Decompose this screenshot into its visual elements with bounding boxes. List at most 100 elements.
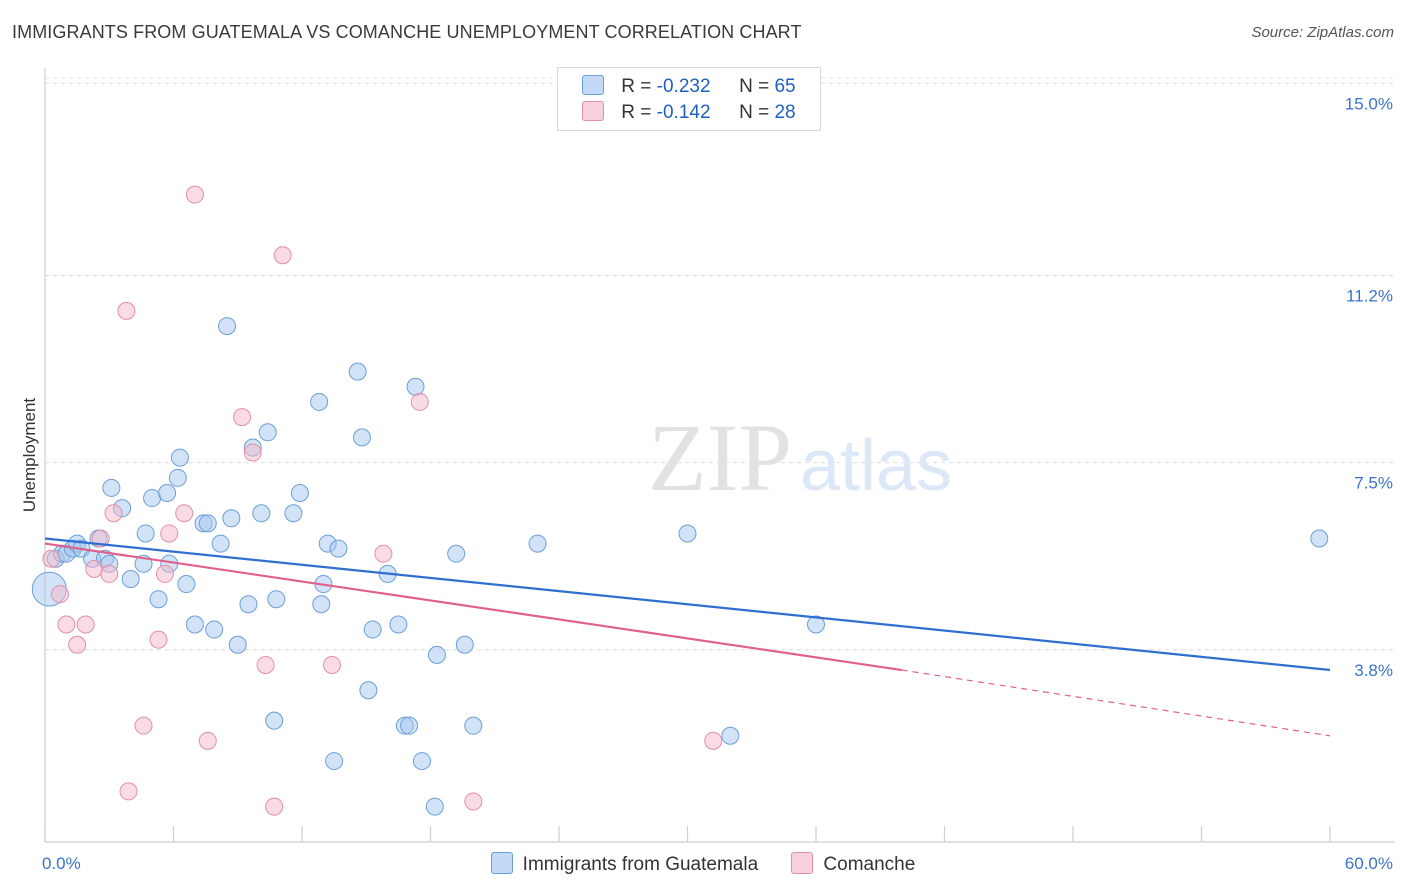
data-point: [134, 716, 153, 735]
data-point: [273, 246, 292, 265]
x-tick-label: 60.0%: [1345, 854, 1393, 873]
data-point: [185, 615, 204, 634]
data-point: [363, 620, 382, 639]
data-point: [312, 595, 331, 614]
data-point: [400, 716, 419, 735]
data-point: [290, 483, 309, 502]
data-point: [352, 428, 371, 447]
r-value: -0.142: [656, 102, 711, 123]
data-point: [374, 544, 393, 563]
data-point: [412, 752, 431, 771]
data-point: [170, 448, 189, 467]
data-point: [50, 585, 69, 604]
series-legend: Immigrants from Guatemala Comanche: [0, 852, 1406, 876]
data-point: [168, 468, 187, 487]
data-point: [198, 731, 217, 750]
legend-swatch-comanche: [582, 101, 604, 121]
data-point: [205, 620, 224, 639]
chart-title: IMMIGRANTS FROM GUATEMALA VS COMANCHE UN…: [12, 22, 802, 42]
trend-line: [44, 542, 902, 672]
data-point: [211, 534, 230, 553]
data-point: [455, 635, 474, 654]
y-tick-label: 11.2%: [1346, 286, 1393, 305]
data-points: [31, 185, 1329, 816]
data-point: [389, 615, 408, 634]
data-point: [528, 534, 547, 553]
stats-legend: R = -0.232 N = 65 R = -0.142 N = 28: [557, 67, 821, 131]
stats-row-guatemala: R = -0.232 N = 65: [582, 75, 796, 101]
series-guatemala: [31, 317, 1329, 816]
data-point: [239, 595, 258, 614]
x-tick-label: 0.0%: [42, 854, 81, 873]
data-point: [406, 377, 425, 396]
data-point: [185, 185, 204, 204]
data-point: [243, 443, 262, 462]
data-point: [117, 301, 136, 320]
legend-label-guatemala: Immigrants from Guatemala: [522, 854, 759, 875]
data-point: [325, 752, 344, 771]
data-point: [265, 711, 284, 730]
legend-swatch-guatemala: [582, 75, 604, 95]
data-point: [136, 524, 155, 543]
data-point: [427, 645, 446, 664]
data-point: [149, 590, 168, 609]
n-value: 65: [774, 76, 796, 97]
data-point: [348, 362, 367, 381]
data-point: [158, 483, 177, 502]
watermark-atlas: atlas: [800, 426, 952, 506]
data-point: [233, 408, 252, 427]
trend-lines: [44, 537, 1331, 737]
data-point: [76, 615, 95, 634]
tick-labels: 3.8% 7.5% 11.2% 15.0% 0.0% 60.0%: [42, 94, 1393, 873]
y-tick-label: 15.0%: [1345, 94, 1393, 113]
data-point: [143, 489, 162, 508]
data-point: [258, 423, 277, 442]
n-value: 28: [774, 102, 796, 123]
grid-lines: [45, 77, 1395, 651]
data-point: [464, 792, 483, 811]
data-point: [57, 615, 76, 634]
legend-swatch-guatemala: [490, 852, 513, 874]
data-point: [464, 716, 483, 735]
data-point: [265, 797, 284, 816]
data-point: [100, 564, 119, 583]
legend-item-comanche: Comanche: [791, 852, 915, 876]
data-point: [322, 655, 341, 674]
data-point: [310, 392, 329, 411]
data-point: [267, 590, 286, 609]
data-point: [359, 681, 378, 700]
data-point: [175, 504, 194, 523]
data-point: [1310, 529, 1329, 548]
data-point: [678, 524, 697, 543]
trend-line-extension: [901, 669, 1331, 737]
data-point: [228, 635, 247, 654]
data-point: [104, 504, 123, 523]
data-point: [121, 569, 140, 588]
trend-line: [44, 537, 1331, 672]
y-tick-label: 7.5%: [1354, 474, 1393, 493]
stats-row-comanche: R = -0.142 N = 28: [582, 101, 796, 127]
data-point: [177, 575, 196, 594]
data-point: [425, 797, 444, 816]
legend-label-comanche: Comanche: [823, 854, 916, 875]
data-point: [222, 509, 241, 528]
data-point: [149, 630, 168, 649]
data-point: [447, 544, 466, 563]
data-point: [68, 635, 87, 654]
data-point: [256, 655, 275, 674]
legend-swatch-comanche: [791, 852, 814, 874]
data-point: [252, 504, 271, 523]
data-point: [218, 317, 237, 336]
data-point: [329, 539, 348, 558]
data-point: [85, 559, 104, 578]
series-comanche: [42, 185, 723, 816]
data-point: [284, 504, 303, 523]
legend-item-guatemala: Immigrants from Guatemala: [490, 852, 759, 876]
r-label: R =: [621, 102, 657, 123]
data-point: [721, 726, 740, 745]
data-point: [704, 731, 723, 750]
r-value: -0.232: [656, 76, 711, 97]
r-label: R =: [621, 76, 657, 97]
data-point: [155, 564, 174, 583]
